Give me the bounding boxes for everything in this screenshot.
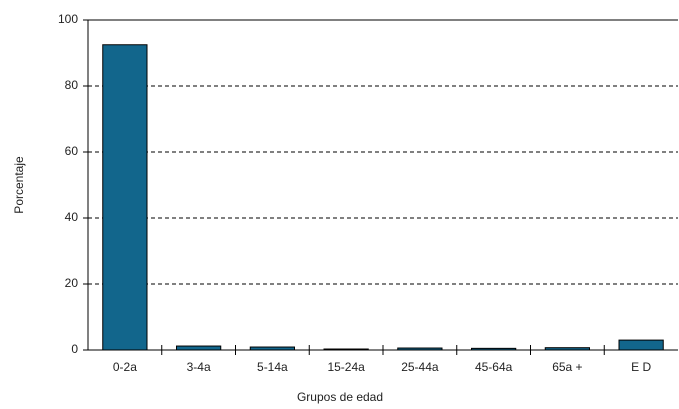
x-tick-label: 3-4a xyxy=(187,360,211,374)
bar xyxy=(323,348,369,351)
x-tick-label: 45-64a xyxy=(475,360,513,374)
x-tick-label: E D xyxy=(631,360,651,374)
bar xyxy=(102,44,148,351)
bar xyxy=(176,345,222,351)
x-tick-label: 0-2a xyxy=(113,360,137,374)
y-tick-label: 100 xyxy=(58,12,78,26)
y-tick-label: 60 xyxy=(65,144,79,158)
y-tick-label: 40 xyxy=(65,210,79,224)
bar xyxy=(471,347,517,351)
x-axis-label: Grupos de edad xyxy=(297,390,383,404)
x-tick-label: 5-14a xyxy=(257,360,288,374)
bar xyxy=(249,346,295,351)
y-axis-label: Porcentaje xyxy=(12,156,26,214)
y-tick-label: 0 xyxy=(71,342,78,356)
bar xyxy=(397,347,443,351)
x-tick-label: 25-44a xyxy=(401,360,439,374)
bar xyxy=(544,347,590,351)
y-tick-label: 80 xyxy=(65,78,79,92)
x-tick-label: 15-24a xyxy=(327,360,365,374)
bar xyxy=(618,339,664,351)
y-tick-label: 20 xyxy=(65,276,79,290)
x-tick-label: 65a + xyxy=(552,360,582,374)
